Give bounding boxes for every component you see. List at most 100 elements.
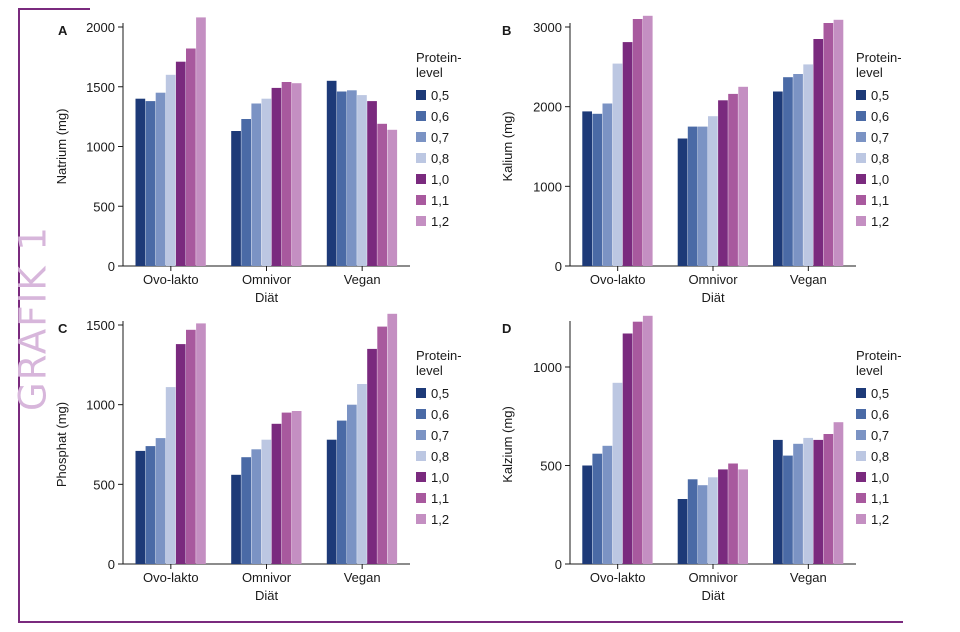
bar-A-omnivor-0-7 <box>251 103 262 266</box>
legend-label: 1,1 <box>871 491 889 506</box>
y-axis-label: Natrium (mg) <box>54 109 69 185</box>
x-axis-label: Diät <box>255 588 279 603</box>
bar-A-omnivor-1-0 <box>271 87 282 267</box>
legend-swatch <box>416 216 426 226</box>
legend-swatch <box>416 153 426 163</box>
legend-label: 0,6 <box>871 407 889 422</box>
y-tick-label: 1500 <box>86 80 115 95</box>
bar-D-ovo-lakto-1-2 <box>642 315 653 564</box>
legend-label: 0,7 <box>431 428 449 443</box>
panel-letter-B: B <box>502 23 511 38</box>
y-tick-label: 1500 <box>86 318 115 333</box>
bar-A-vegan-1-2 <box>387 129 398 266</box>
bar-A-vegan-0-8 <box>357 95 367 266</box>
legend-label: 1,1 <box>871 193 889 208</box>
bar-D-omnivor-1-0 <box>718 469 728 564</box>
bar-C-omnivor-0-7 <box>251 449 262 564</box>
bar-B-omnivor-0-7 <box>697 126 708 266</box>
bar-C-ovo-lakto-0-7 <box>155 438 166 564</box>
x-axis-label: Diät <box>701 588 725 603</box>
legend-label: 1,2 <box>431 512 449 527</box>
frame-top-line <box>18 8 90 10</box>
bar-C-omnivor-1-1 <box>281 412 292 564</box>
legend-swatch <box>416 195 426 205</box>
y-tick-label: 500 <box>93 477 115 492</box>
legend-swatch <box>856 388 866 398</box>
bar-B-omnivor-1-1 <box>728 93 738 267</box>
bar-B-vegan-0-7 <box>793 74 803 266</box>
bar-C-vegan-0-8 <box>357 384 367 564</box>
x-tick-label: Vegan <box>344 272 381 287</box>
bar-C-ovo-lakto-1-0 <box>175 344 186 564</box>
bar-B-vegan-1-2 <box>833 19 844 266</box>
legend-label: 0,7 <box>431 130 449 145</box>
bar-D-omnivor-1-1 <box>728 463 738 564</box>
bar-D-ovo-lakto-0-8 <box>612 382 623 564</box>
bar-B-omnivor-1-0 <box>718 100 728 266</box>
legend-label: 1,2 <box>431 214 449 229</box>
y-tick-label: 1000 <box>533 360 562 375</box>
legend-label: 0,6 <box>431 109 449 124</box>
panel-letter-D: D <box>502 321 511 336</box>
legend-swatch <box>856 430 866 440</box>
legend-swatch <box>856 174 866 184</box>
x-tick-label: Ovo-lakto <box>143 272 199 287</box>
bar-C-vegan-1-0 <box>367 348 377 564</box>
bar-B-vegan-0-6 <box>783 77 793 266</box>
bar-D-omnivor-0-5 <box>677 499 688 564</box>
y-tick-label: 2000 <box>86 20 115 35</box>
bar-D-ovo-lakto-1-1 <box>632 321 643 564</box>
y-axis-label: Phosphat (mg) <box>54 402 69 487</box>
legend-swatch <box>416 430 426 440</box>
x-tick-label: Ovo-lakto <box>590 570 646 585</box>
legend-label: 0,5 <box>431 386 449 401</box>
bar-C-vegan-0-6 <box>336 420 347 564</box>
y-tick-label: 2000 <box>533 100 562 115</box>
legend-title: level <box>856 65 883 80</box>
bar-A-omnivor-1-2 <box>291 83 302 266</box>
bar-A-vegan-0-6 <box>336 91 347 266</box>
y-tick-label: 3000 <box>533 20 562 35</box>
y-tick-label: 0 <box>555 259 562 274</box>
legend-swatch <box>856 493 866 503</box>
bar-D-vegan-1-2 <box>833 422 844 564</box>
x-axis-label: Diät <box>701 290 725 305</box>
bar-A-vegan-0-7 <box>347 90 357 266</box>
legend-label: 1,2 <box>871 214 889 229</box>
x-tick-label: Ovo-lakto <box>143 570 199 585</box>
bar-D-vegan-0-7 <box>793 443 803 564</box>
legend-swatch <box>856 132 866 142</box>
bar-D-ovo-lakto-0-6 <box>592 453 603 564</box>
bar-A-vegan-0-5 <box>326 80 337 266</box>
legend-label: 0,6 <box>871 109 889 124</box>
bar-C-ovo-lakto-0-8 <box>165 387 176 564</box>
bar-C-vegan-1-2 <box>387 313 398 564</box>
x-axis-label: Diät <box>255 290 279 305</box>
legend-swatch <box>856 111 866 121</box>
x-tick-label: Vegan <box>790 272 827 287</box>
legend-label: 1,0 <box>871 470 889 485</box>
y-tick-label: 500 <box>540 459 562 474</box>
legend-label: 0,8 <box>871 449 889 464</box>
y-tick-label: 1000 <box>86 140 115 155</box>
bar-D-omnivor-0-8 <box>708 477 718 564</box>
legend-label: 0,5 <box>431 88 449 103</box>
bar-B-vegan-1-0 <box>813 39 824 266</box>
bar-D-vegan-0-5 <box>773 439 783 564</box>
bar-A-omnivor-0-5 <box>231 131 241 266</box>
legend-title: level <box>416 363 443 378</box>
bar-C-omnivor-1-2 <box>291 411 302 564</box>
bar-C-ovo-lakto-0-6 <box>145 446 156 564</box>
y-tick-label: 0 <box>555 557 562 572</box>
legend-title: level <box>856 363 883 378</box>
bar-C-omnivor-0-8 <box>261 439 272 564</box>
bar-A-omnivor-0-8 <box>261 98 272 266</box>
x-tick-label: Ovo-lakto <box>590 272 646 287</box>
x-tick-label: Vegan <box>344 570 381 585</box>
legend-swatch <box>856 472 866 482</box>
x-tick-label: Vegan <box>790 570 827 585</box>
legend-swatch <box>856 90 866 100</box>
legend-swatch <box>416 174 426 184</box>
bar-A-ovo-lakto-1-1 <box>186 48 196 266</box>
legend-swatch <box>416 472 426 482</box>
